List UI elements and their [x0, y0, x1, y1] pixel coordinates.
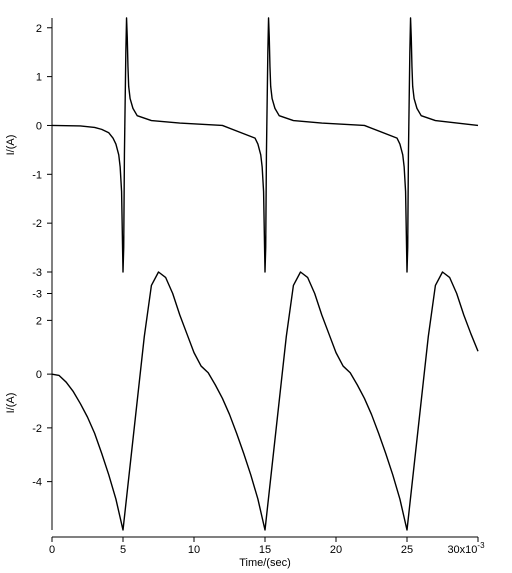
bottom-y-tick-label: 2 [36, 315, 42, 327]
x-tick-label: 25 [401, 544, 413, 556]
bottom-y-tick-label: -2 [32, 423, 42, 435]
x-tick-label: 10 [188, 544, 200, 556]
bottom-y-ticks: -3 2 0 -2 -4 [32, 289, 52, 489]
x-ticks: 0 5 10 15 20 25 30x10-3 [49, 537, 485, 556]
x-tick-label: 20 [330, 544, 342, 556]
top-y-tick-label: 1 [36, 72, 42, 84]
bottom-series-line [51, 271, 479, 531]
top-y-tick-label: 0 [36, 120, 42, 132]
top-y-tick-label: -3 [32, 267, 42, 279]
x-tick-label: 30x10-3 [447, 541, 485, 556]
bottom-y-tick-label: -3 [32, 289, 42, 301]
top-y-axis-label: I/(A) [5, 135, 17, 156]
x-tick-label: 15 [259, 544, 271, 556]
bottom-panel: I/(A) Time/(sec) -320-2-4 0 5 10 15 20 25 30x1… [5, 271, 485, 569]
top-y-ticks: 2 1 0 -1 -2 -3 [32, 23, 52, 279]
x-tick-exponent: -3 [477, 541, 485, 550]
bottom-y-tick-label: 0 [36, 369, 42, 381]
top-series-line [51, 17, 479, 273]
top-panel: I/(A) 2 1 0 -1 -2 -3 [5, 17, 479, 279]
bottom-y-tick-label: -4 [32, 477, 42, 489]
top-y-tick-label: -1 [32, 169, 42, 181]
bottom-y-axis-label: I/(A) [5, 393, 17, 414]
x-tick-label: 5 [120, 544, 126, 556]
x-tick-label: 0 [49, 544, 55, 556]
top-y-tick-label: 2 [36, 23, 42, 35]
x-axis-label: Time/(sec) [239, 557, 291, 569]
top-y-tick-label: -2 [32, 218, 42, 230]
